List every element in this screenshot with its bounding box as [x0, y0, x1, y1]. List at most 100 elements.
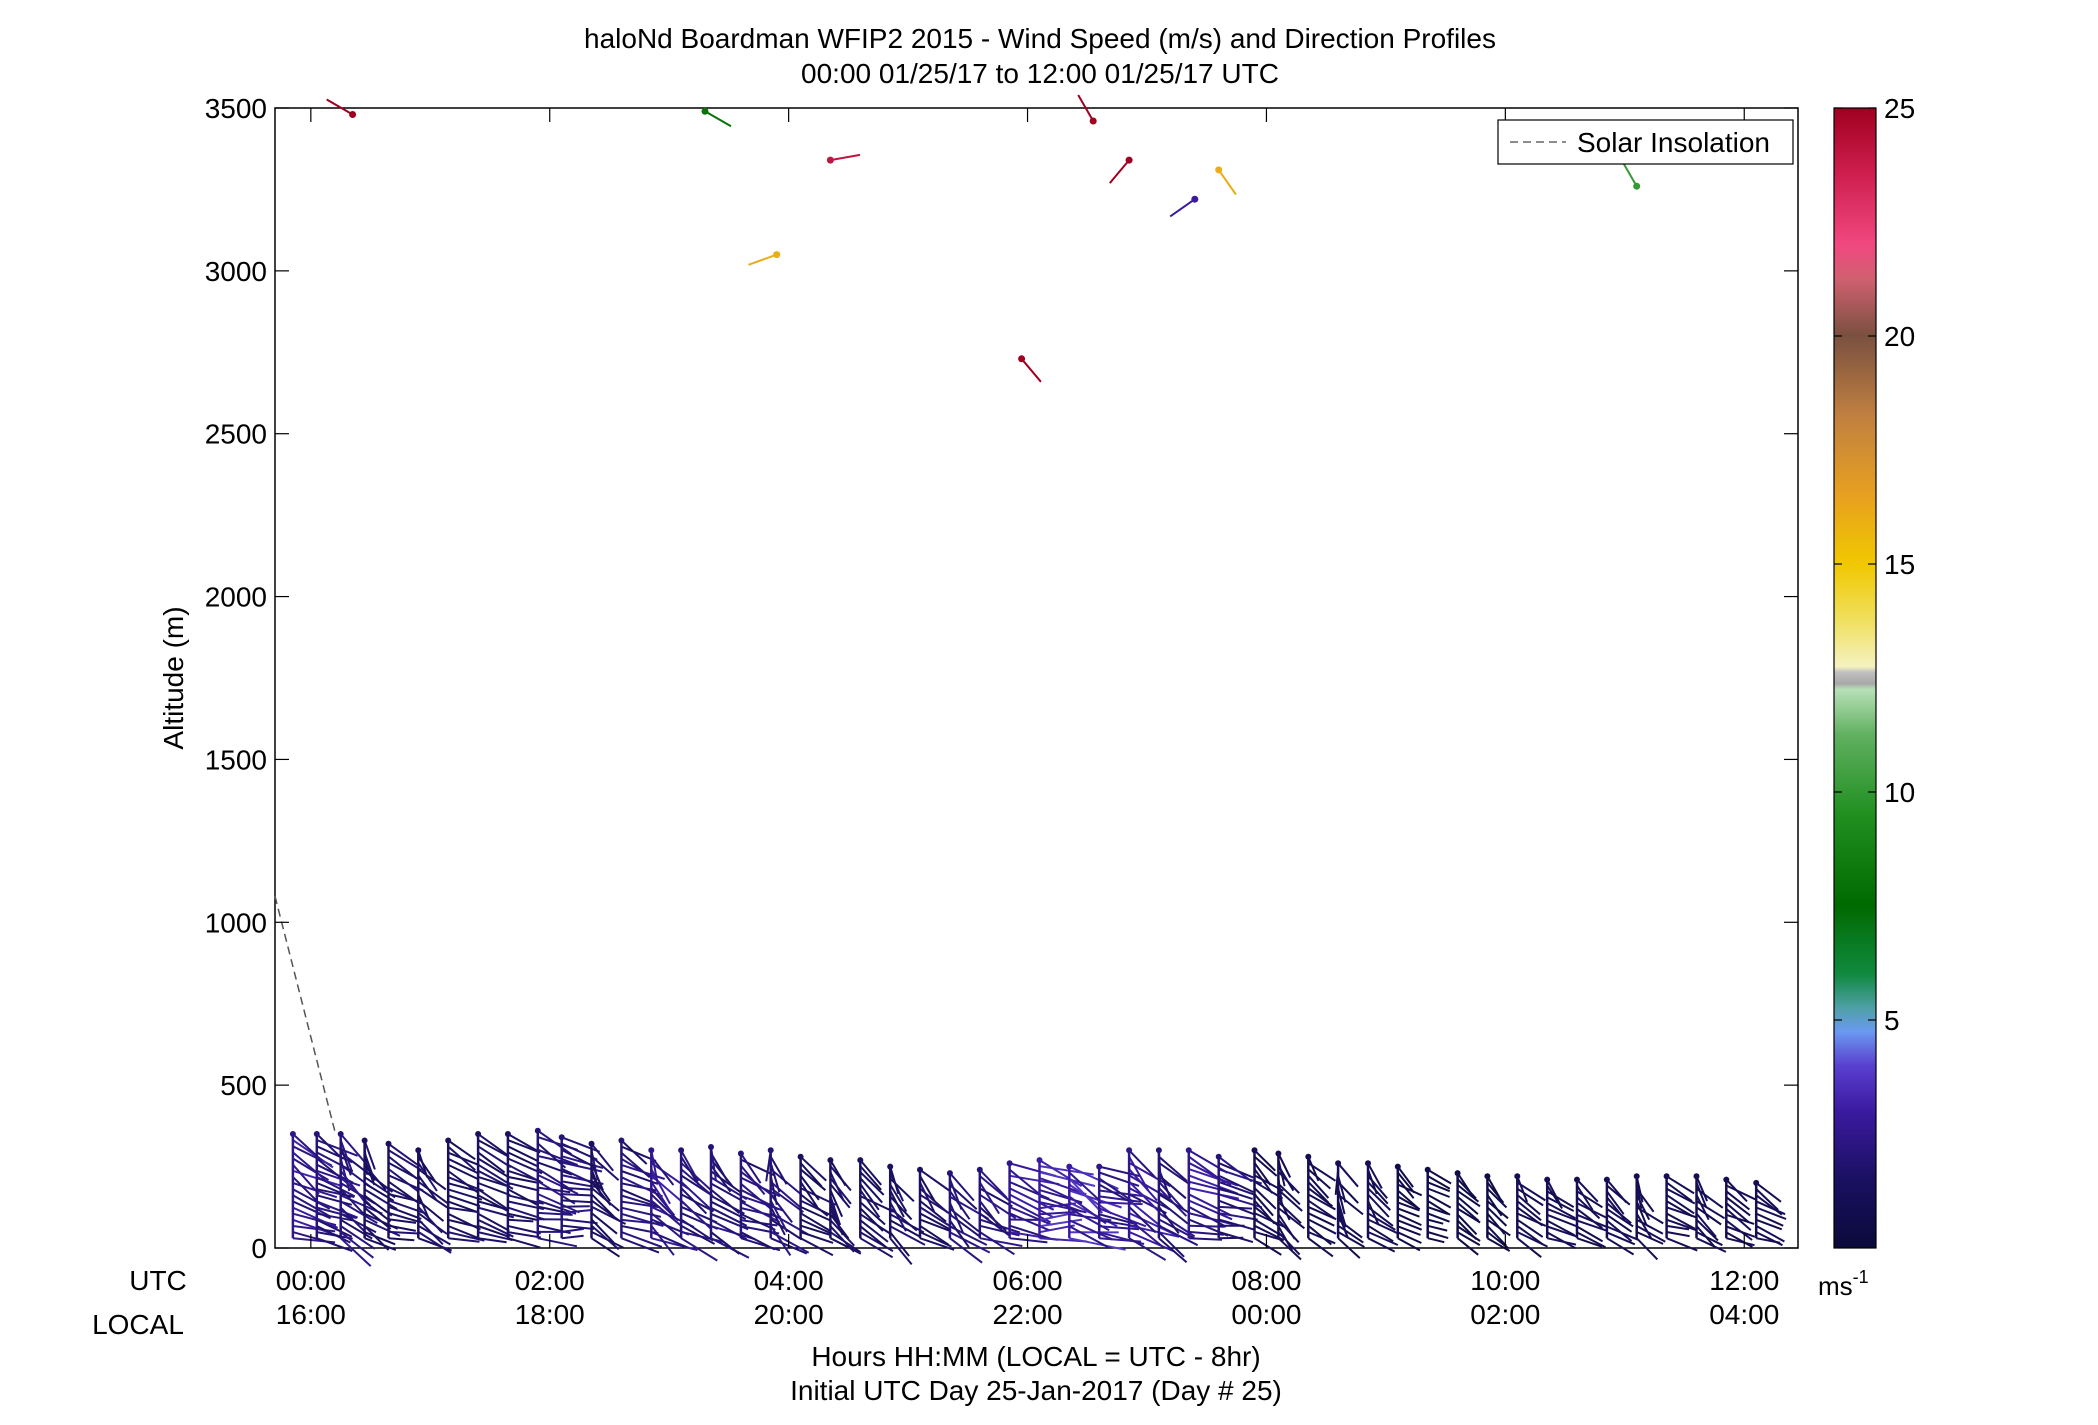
wind-vector: [339, 1139, 354, 1173]
wind-vector: [447, 1188, 483, 1201]
wind-vector: [859, 1183, 880, 1211]
wind-vector: [447, 1200, 480, 1214]
wind-vector: [769, 1200, 788, 1233]
wind-vector: [316, 1133, 344, 1160]
wind-vector: [1726, 1237, 1755, 1247]
wind-vector: [919, 1212, 951, 1231]
colorbar-unit-label: ms-1: [1818, 1267, 1869, 1301]
wind-vector: [1666, 1194, 1695, 1215]
wind-vector: [507, 1182, 540, 1192]
wind-vector: [537, 1129, 573, 1156]
profile-top-marker: [767, 1147, 774, 1154]
wind-vector: [447, 1170, 478, 1193]
wind-vector: [1725, 1219, 1753, 1241]
wind-vector: [919, 1206, 954, 1229]
wind-vector: [1456, 1213, 1478, 1235]
profile-top-marker: [361, 1137, 368, 1144]
wind-vector: [919, 1224, 950, 1246]
wind-vector: [1009, 1206, 1053, 1226]
wind-vector: [1516, 1200, 1542, 1222]
wind-vector: [1307, 1237, 1334, 1258]
wind-vector: [621, 1237, 660, 1254]
wind-vector: [447, 1231, 485, 1242]
wind-profile-column: [1753, 1179, 1787, 1247]
wind-profile-column: [1484, 1173, 1511, 1252]
wind-vector: [1546, 1219, 1576, 1237]
wind-vector: [1337, 1193, 1364, 1216]
wind-vector: [1307, 1174, 1330, 1199]
wind-vector: [1068, 1219, 1114, 1241]
wind-vector: [889, 1190, 905, 1218]
wind-vector: [979, 1237, 1023, 1247]
wind-vector: [1008, 1168, 1043, 1198]
wind-vector: [1128, 1237, 1167, 1261]
plot-area: [274, 107, 1799, 1249]
wind-vector: [1427, 1168, 1452, 1185]
wind-vector: [1009, 1224, 1050, 1240]
profile-top-marker: [678, 1147, 685, 1154]
wind-vector: [339, 1188, 366, 1217]
wind-vector: [1218, 1212, 1258, 1221]
wind-vector: [979, 1200, 1003, 1230]
wind-profile-column: [765, 1147, 810, 1256]
x-tick-label-local: 16:00: [276, 1299, 346, 1330]
wind-vector: [740, 1152, 762, 1184]
colorbar-unit-exponent: -1: [1853, 1267, 1869, 1287]
wind-vector: [1486, 1175, 1501, 1199]
wind-vector: [1516, 1175, 1529, 1203]
wind-vector: [1307, 1224, 1332, 1246]
scatter-wind-point: [349, 111, 357, 118]
wind-vector: [1397, 1231, 1422, 1244]
scatter-wind-vector: [1020, 358, 1042, 383]
wind-vector: [859, 1201, 886, 1226]
wind-vector: [859, 1219, 889, 1243]
profile-top-marker: [289, 1131, 296, 1137]
wind-vector: [561, 1205, 590, 1208]
wind-vector: [680, 1156, 700, 1186]
wind-vector: [1427, 1193, 1452, 1209]
wind-vector: [1606, 1208, 1634, 1228]
x-tick-label-utc: 10:00: [1470, 1265, 1540, 1296]
wind-vector: [889, 1201, 907, 1232]
wind-profile-column: [648, 1147, 698, 1256]
wind-vector: [799, 1162, 823, 1188]
profile-top-marker: [618, 1137, 625, 1144]
wind-vector: [949, 1231, 991, 1254]
scatter-wind-vector: [326, 98, 354, 116]
wind-vector: [1188, 1161, 1232, 1186]
wind-vector: [1069, 1237, 1126, 1251]
x-tick-label-local: 00:00: [1231, 1299, 1301, 1330]
wind-profile-column: [1305, 1153, 1337, 1258]
wind-vector: [387, 1149, 423, 1172]
wind-vector: [1516, 1181, 1546, 1202]
wind-vector: [1427, 1237, 1445, 1244]
wind-vector: [387, 1180, 419, 1204]
wind-vector: [477, 1225, 511, 1238]
wind-vector: [621, 1194, 661, 1209]
wind-vector: [650, 1199, 683, 1228]
wind-vector: [1606, 1231, 1636, 1246]
wind-vector: [1218, 1174, 1254, 1194]
wind-vector: [1546, 1207, 1577, 1221]
wind-vector: [1367, 1224, 1394, 1243]
profile-top-marker: [475, 1131, 482, 1137]
wind-vector: [316, 1225, 351, 1244]
wind-vector: [740, 1201, 780, 1223]
wind-vector: [316, 1176, 356, 1198]
wind-vector: [800, 1212, 831, 1232]
wind-vector: [477, 1139, 510, 1158]
wind-vector: [1755, 1231, 1783, 1247]
wind-vector: [1307, 1212, 1335, 1227]
wind-profiles: [289, 1127, 1787, 1267]
solar-insolation-line: [274, 896, 336, 1131]
wind-vector: [1666, 1212, 1696, 1230]
wind-vector: [800, 1231, 834, 1244]
wind-vector: [1188, 1193, 1233, 1217]
wind-vector: [1337, 1237, 1361, 1259]
wind-profile-column: [1155, 1147, 1199, 1264]
wind-vector: [1253, 1162, 1272, 1186]
wind-vector: [292, 1206, 339, 1229]
wind-vector: [949, 1219, 970, 1248]
profile-top-marker: [1603, 1176, 1610, 1183]
wind-vector: [1039, 1211, 1079, 1222]
